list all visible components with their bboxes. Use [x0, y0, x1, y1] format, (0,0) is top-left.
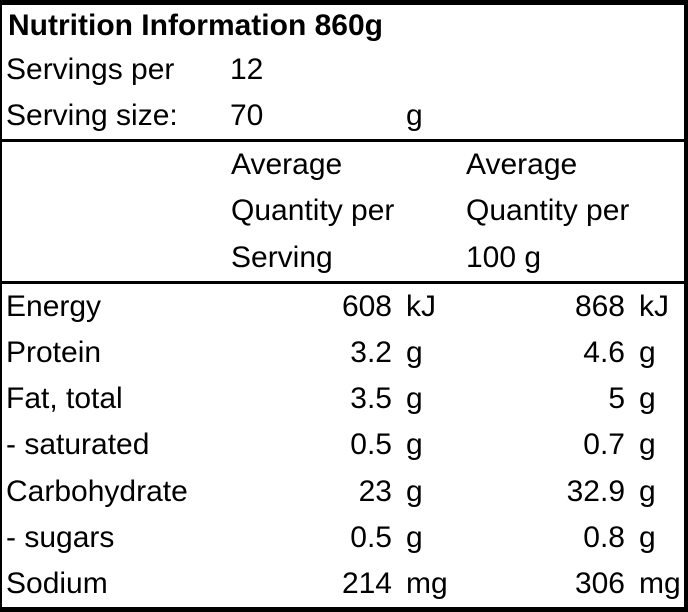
- nutrient-per-serving-unit: g: [406, 382, 423, 416]
- section-divider: [2, 281, 684, 284]
- column-header-row: Average Quantity per Serving Average Qua…: [2, 142, 684, 281]
- nutrient-per-serving-unit: g: [406, 336, 423, 370]
- nutrient-per-100g-unit: g: [639, 336, 656, 370]
- serving-size-unit: g: [406, 99, 423, 132]
- nutrient-name: Fat, total: [6, 382, 123, 416]
- top-border-gridline-notch: [403, 2, 405, 5]
- nutrient-per-100g-value: 5: [608, 382, 625, 416]
- nutrient-rows: Energy 608 kJ 868 kJ Protein 3.2 g 4.6 g…: [2, 284, 684, 607]
- header-line: 100 g: [466, 240, 542, 274]
- nutrient-per-serving-unit: kJ: [406, 290, 436, 324]
- top-border-gridline-notch: [460, 2, 462, 5]
- nutrient-row: Protein 3.2 g 4.6 g: [2, 330, 684, 376]
- nutrient-per-100g-value: 306: [574, 566, 625, 600]
- header-line: Quantity per: [466, 194, 630, 228]
- serving-size-value: 70: [230, 99, 264, 132]
- header-line: Average: [466, 148, 578, 181]
- nutrient-per-serving-value: 0.5: [350, 520, 392, 554]
- per-serving-column-header: Average Quantity per Serving: [226, 142, 461, 281]
- panel-title: Nutrition Information 860g: [8, 9, 383, 42]
- section-divider: [2, 139, 684, 142]
- serving-size-row: Serving size: 70 g: [2, 92, 684, 139]
- nutrient-per-serving-unit: g: [406, 428, 423, 462]
- servings-per-row: Servings per 12: [2, 47, 684, 92]
- top-border-gridline-notch: [633, 2, 635, 5]
- nutrient-per-serving-unit: mg: [406, 566, 448, 600]
- nutrient-per-100g-unit: kJ: [639, 290, 669, 324]
- nutrient-per-serving-value: 3.2: [350, 336, 392, 370]
- empty-cell: [633, 92, 684, 139]
- nutrient-row: Fat, total 3.5 g 5 g: [2, 376, 684, 422]
- nutrient-per-100g-unit: g: [639, 382, 656, 416]
- nutrient-per-100g-unit: g: [639, 474, 656, 508]
- nutrient-row: Energy 608 kJ 868 kJ: [2, 284, 684, 330]
- nutrient-per-serving-unit: g: [406, 520, 423, 554]
- nutrient-name: Sodium: [6, 566, 108, 600]
- empty-cell: [461, 47, 633, 92]
- empty-cell: [633, 47, 684, 92]
- empty-cell: [461, 92, 633, 139]
- servings-per-label: Servings per: [6, 53, 175, 86]
- nutrient-name: Protein: [6, 336, 102, 370]
- per-100g-column-header: Average Quantity per 100 g: [461, 142, 684, 281]
- nutrient-per-100g-value: 4.6: [583, 336, 625, 370]
- nutrient-per-serving-value: 3.5: [350, 382, 392, 416]
- header-line: Quantity per: [231, 194, 395, 228]
- nutrient-name: Carbohydrate: [6, 474, 188, 508]
- nutrient-per-100g-value: 32.9: [566, 474, 625, 508]
- nutrient-per-serving-value: 608: [341, 290, 392, 324]
- nutrient-per-serving-unit: g: [406, 474, 423, 508]
- nutrient-per-100g-unit: mg: [639, 566, 681, 600]
- nutrient-name: Energy: [6, 290, 102, 324]
- nutrient-name: - saturated: [6, 428, 150, 462]
- header-line: Average: [231, 148, 343, 181]
- nutrient-per-serving-value: 0.5: [350, 428, 392, 462]
- nutrient-per-100g-value: 0.8: [583, 520, 625, 554]
- nutrient-row: - sugars 0.5 g 0.8 g: [2, 515, 684, 561]
- nutrient-row: Carbohydrate 23 g 32.9 g: [2, 469, 684, 515]
- header-line: Serving: [231, 240, 333, 274]
- nutrient-row: - saturated 0.5 g 0.7 g: [2, 422, 684, 468]
- nutrient-per-serving-value: 23: [358, 474, 392, 508]
- nutrient-per-100g-unit: g: [639, 428, 656, 462]
- empty-cell: [400, 47, 461, 92]
- nutrient-per-serving-value: 214: [341, 566, 392, 600]
- empty-cell: [2, 142, 226, 281]
- nutrient-per-100g-value: 868: [574, 290, 625, 324]
- nutrient-name: - sugars: [6, 520, 115, 554]
- top-border-gridline-notch: [226, 2, 228, 5]
- nutrient-per-100g-value: 0.7: [583, 428, 625, 462]
- nutrient-row: Sodium 214 mg 306 mg: [2, 561, 684, 607]
- servings-per-value: 12: [230, 53, 264, 86]
- nutrient-per-100g-unit: g: [639, 520, 656, 554]
- serving-size-label: Serving size:: [6, 99, 178, 132]
